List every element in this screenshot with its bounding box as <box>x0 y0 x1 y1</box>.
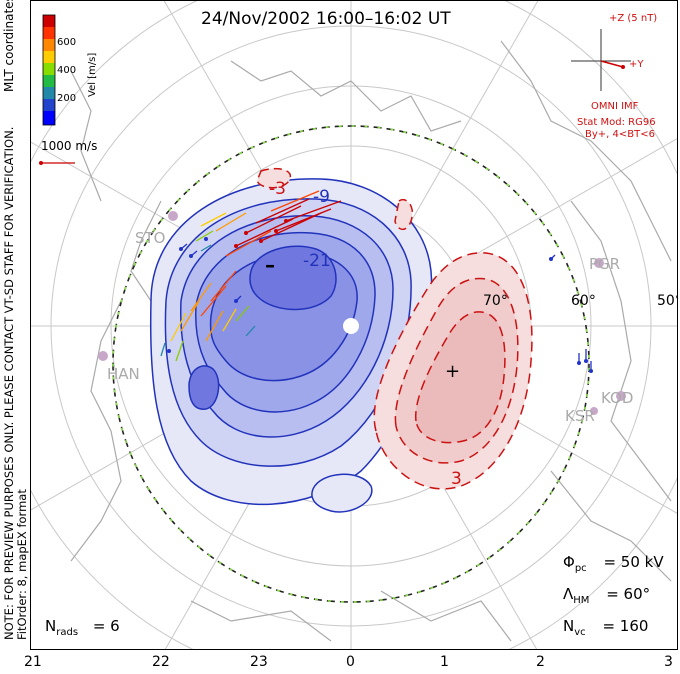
station-kod: KOD <box>601 389 634 407</box>
map-frame: 24/Nov/2002 16:00–16:02 UT 600 400 200 V… <box>30 0 678 650</box>
potential-maximum-marker: + <box>445 361 461 382</box>
mlt-label-23: 23 <box>250 654 268 670</box>
mlt-label-1: 1 <box>440 654 449 670</box>
imf-condition: By+, 4<BT<6 <box>585 129 655 140</box>
mlt-label-0: 0 <box>346 654 355 670</box>
latitude-label-70: 70° <box>483 293 508 309</box>
preview-note: NOTE: FOR PREVIEW PURPOSES ONLY. PLEASE … <box>2 126 16 640</box>
convection-map <box>31 1 677 649</box>
mlt-label-22: 22 <box>152 654 170 670</box>
station-sto: STO <box>135 229 166 247</box>
vector-count: Nvc = 160 <box>563 617 649 638</box>
map-title: 24/Nov/2002 16:00–16:02 UT <box>201 9 451 29</box>
mlt-label-21: 21 <box>24 654 42 670</box>
hm-boundary-latitude: ΛHM = 60° <box>563 585 651 606</box>
velocity-colorbar <box>42 14 56 126</box>
station-han: HAN <box>107 365 140 383</box>
coastlines <box>70 40 672 642</box>
cross-polar-potential: Φpc = 50 kV <box>563 553 664 574</box>
statistical-model: Stat Mod: RG96 <box>577 117 656 128</box>
mlt-label-3: 3 <box>664 654 673 670</box>
mlt-label-2: 2 <box>536 654 545 670</box>
contour-label-neg9: -9 <box>313 187 330 207</box>
velocity-vectors <box>160 190 593 373</box>
station-ksr: KSR <box>565 407 595 425</box>
radar-count: Nrads = 6 <box>45 617 120 638</box>
imf-z-label: +Z (5 nT) <box>609 13 658 24</box>
station-pgr: PGR <box>589 255 621 273</box>
negative-potential-cell <box>149 178 433 513</box>
colorbar-tick-200: 200 <box>57 93 77 104</box>
imf-clock-dial <box>571 29 631 91</box>
latitude-label-50: 50° <box>657 293 677 309</box>
potential-minimum-marker: – <box>265 253 275 277</box>
latitude-label-60: 60° <box>571 293 596 309</box>
coordinates-note: MLT coordinates <box>2 0 16 92</box>
imf-source: OMNI IMF <box>591 101 639 112</box>
contour-label-neg21: -21 <box>303 251 331 271</box>
colorbar-tick-400: 400 <box>57 65 77 76</box>
colorbar-label: Vel [m/s] <box>87 52 98 97</box>
reference-vector-label: 1000 m/s <box>41 139 98 153</box>
contour-label-pos3: 3 <box>451 469 462 489</box>
fitorder-note: FitOrder: 8, mapEX format <box>15 489 29 640</box>
station-markers <box>98 211 626 415</box>
reference-vector <box>39 161 75 165</box>
positive-potential-cell <box>256 168 533 490</box>
imf-y-label: +Y <box>629 59 644 70</box>
contour-label-neg3: -3 <box>269 179 286 199</box>
colorbar-tick-600: 600 <box>57 37 77 48</box>
